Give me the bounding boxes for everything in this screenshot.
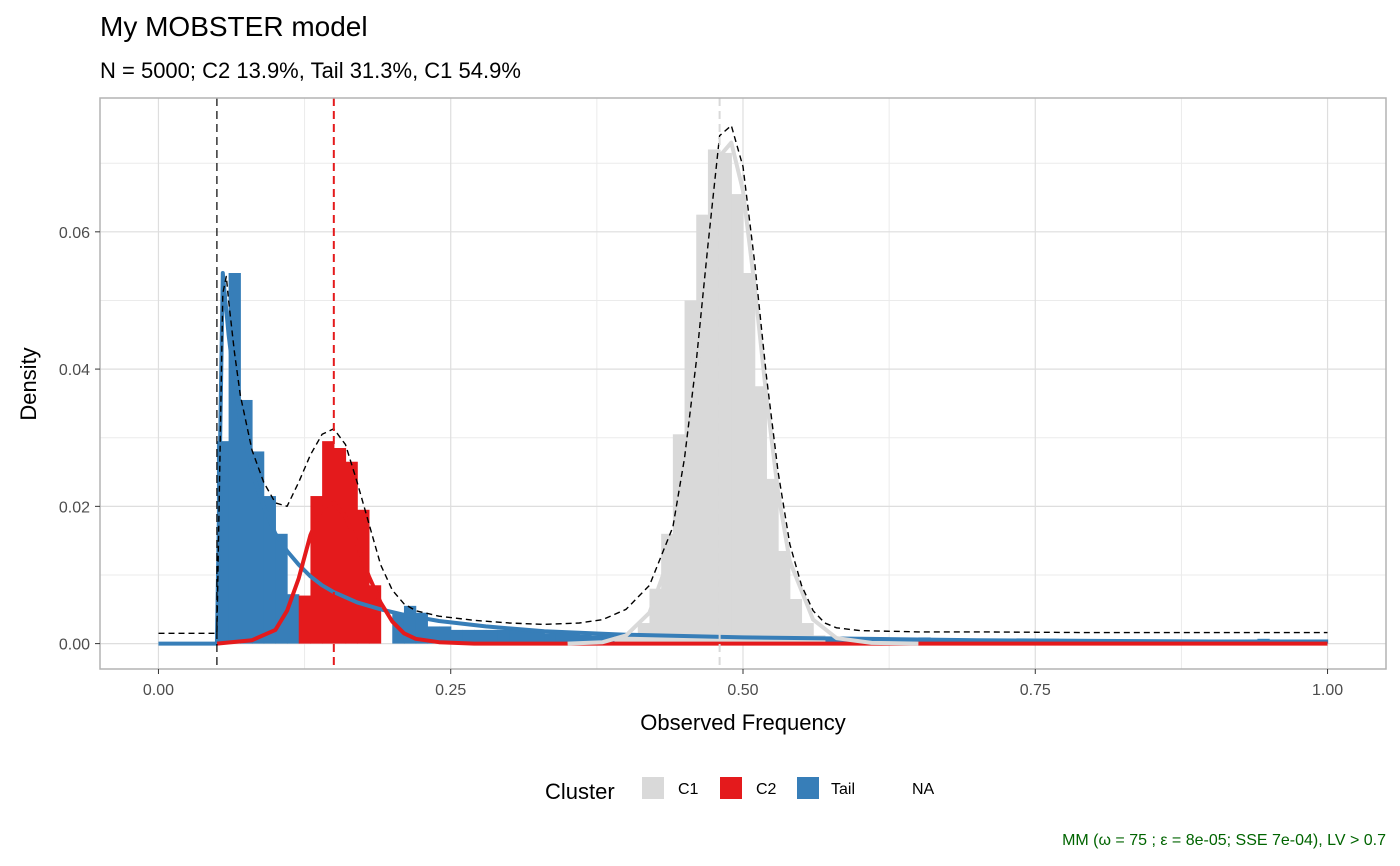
bar-tail <box>591 635 604 644</box>
legend-label-c1: C1 <box>678 781 699 798</box>
x-tick-label: 1.00 <box>1312 682 1343 699</box>
density-c2 <box>216 500 1328 646</box>
legend-label-na: NA <box>912 781 935 798</box>
bar-tail <box>509 629 522 644</box>
y-axis-ticks: 0.00 0.02 0.04 0.06 <box>59 225 100 654</box>
y-tick-label: 0.06 <box>59 225 90 242</box>
bar-c1 <box>614 636 627 644</box>
bar-c1 <box>789 598 803 644</box>
bar-c1 <box>661 533 674 644</box>
bar-c1 <box>778 550 791 644</box>
legend-key-c1 <box>642 777 664 799</box>
bar-tail <box>439 626 452 644</box>
bar-c2 <box>333 448 347 644</box>
x-axis-title: Observed Frequency <box>640 710 845 735</box>
bar-tail <box>450 629 464 644</box>
bar-tail <box>520 629 534 644</box>
bar-c2 <box>357 509 370 644</box>
bar-c1 <box>754 386 767 644</box>
bar-c1 <box>731 194 744 644</box>
mixture-density <box>158 124 1328 634</box>
bar-c1 <box>696 214 709 644</box>
chart-title: My MOBSTER model <box>100 11 368 42</box>
x-tick-label: 0.75 <box>1020 682 1051 699</box>
bar-tail <box>544 633 557 644</box>
y-tick-label: 0.02 <box>59 499 90 516</box>
bar-c1 <box>801 623 814 644</box>
bar-tail <box>228 273 241 644</box>
density-curves <box>158 124 1328 646</box>
y-tick-label: 0.04 <box>59 362 90 379</box>
y-tick-label: 0.00 <box>59 637 90 654</box>
x-tick-label: 0.25 <box>435 682 466 699</box>
y-axis-title: Density <box>16 347 41 420</box>
bar-c1 <box>766 478 779 644</box>
chart-subtitle: N = 5000; C2 13.9%, Tail 31.3%, C1 54.9% <box>100 58 521 83</box>
bar-tail <box>532 631 545 644</box>
bar-tail <box>824 638 838 644</box>
legend-key-tail <box>797 777 819 799</box>
bar-tail <box>474 629 487 644</box>
x-tick-label: 0.00 <box>143 682 174 699</box>
bar-tail <box>555 633 569 644</box>
bar-c1 <box>626 633 639 644</box>
bar-c2 <box>298 595 312 644</box>
bar-c2 <box>322 441 335 644</box>
bar-tail <box>462 629 475 644</box>
vertical-reference-lines <box>216 98 721 669</box>
bar-tail <box>579 634 592 644</box>
x-axis-ticks: 0.00 0.25 0.50 0.75 1.00 <box>143 669 1343 699</box>
bar-tail <box>497 629 510 644</box>
legend-key-c2 <box>720 777 742 799</box>
bar-c1 <box>719 152 732 644</box>
bar-c1 <box>743 273 756 644</box>
legend-title: Cluster <box>545 779 615 804</box>
x-tick-label: 0.50 <box>727 682 758 699</box>
bar-tail <box>485 629 499 644</box>
legend-label-tail: Tail <box>831 781 855 798</box>
model-caption: MM (ω = 75 ; ε = 8e-05; SSE 7e-04), LV >… <box>1062 832 1386 849</box>
legend: Cluster C1 C2 Tail NA <box>545 777 935 804</box>
bar-c1 <box>707 149 721 644</box>
density-c1 <box>567 140 919 646</box>
bar-c2 <box>345 461 358 644</box>
legend-label-c2: C2 <box>756 781 777 798</box>
bar-tail <box>567 633 580 644</box>
